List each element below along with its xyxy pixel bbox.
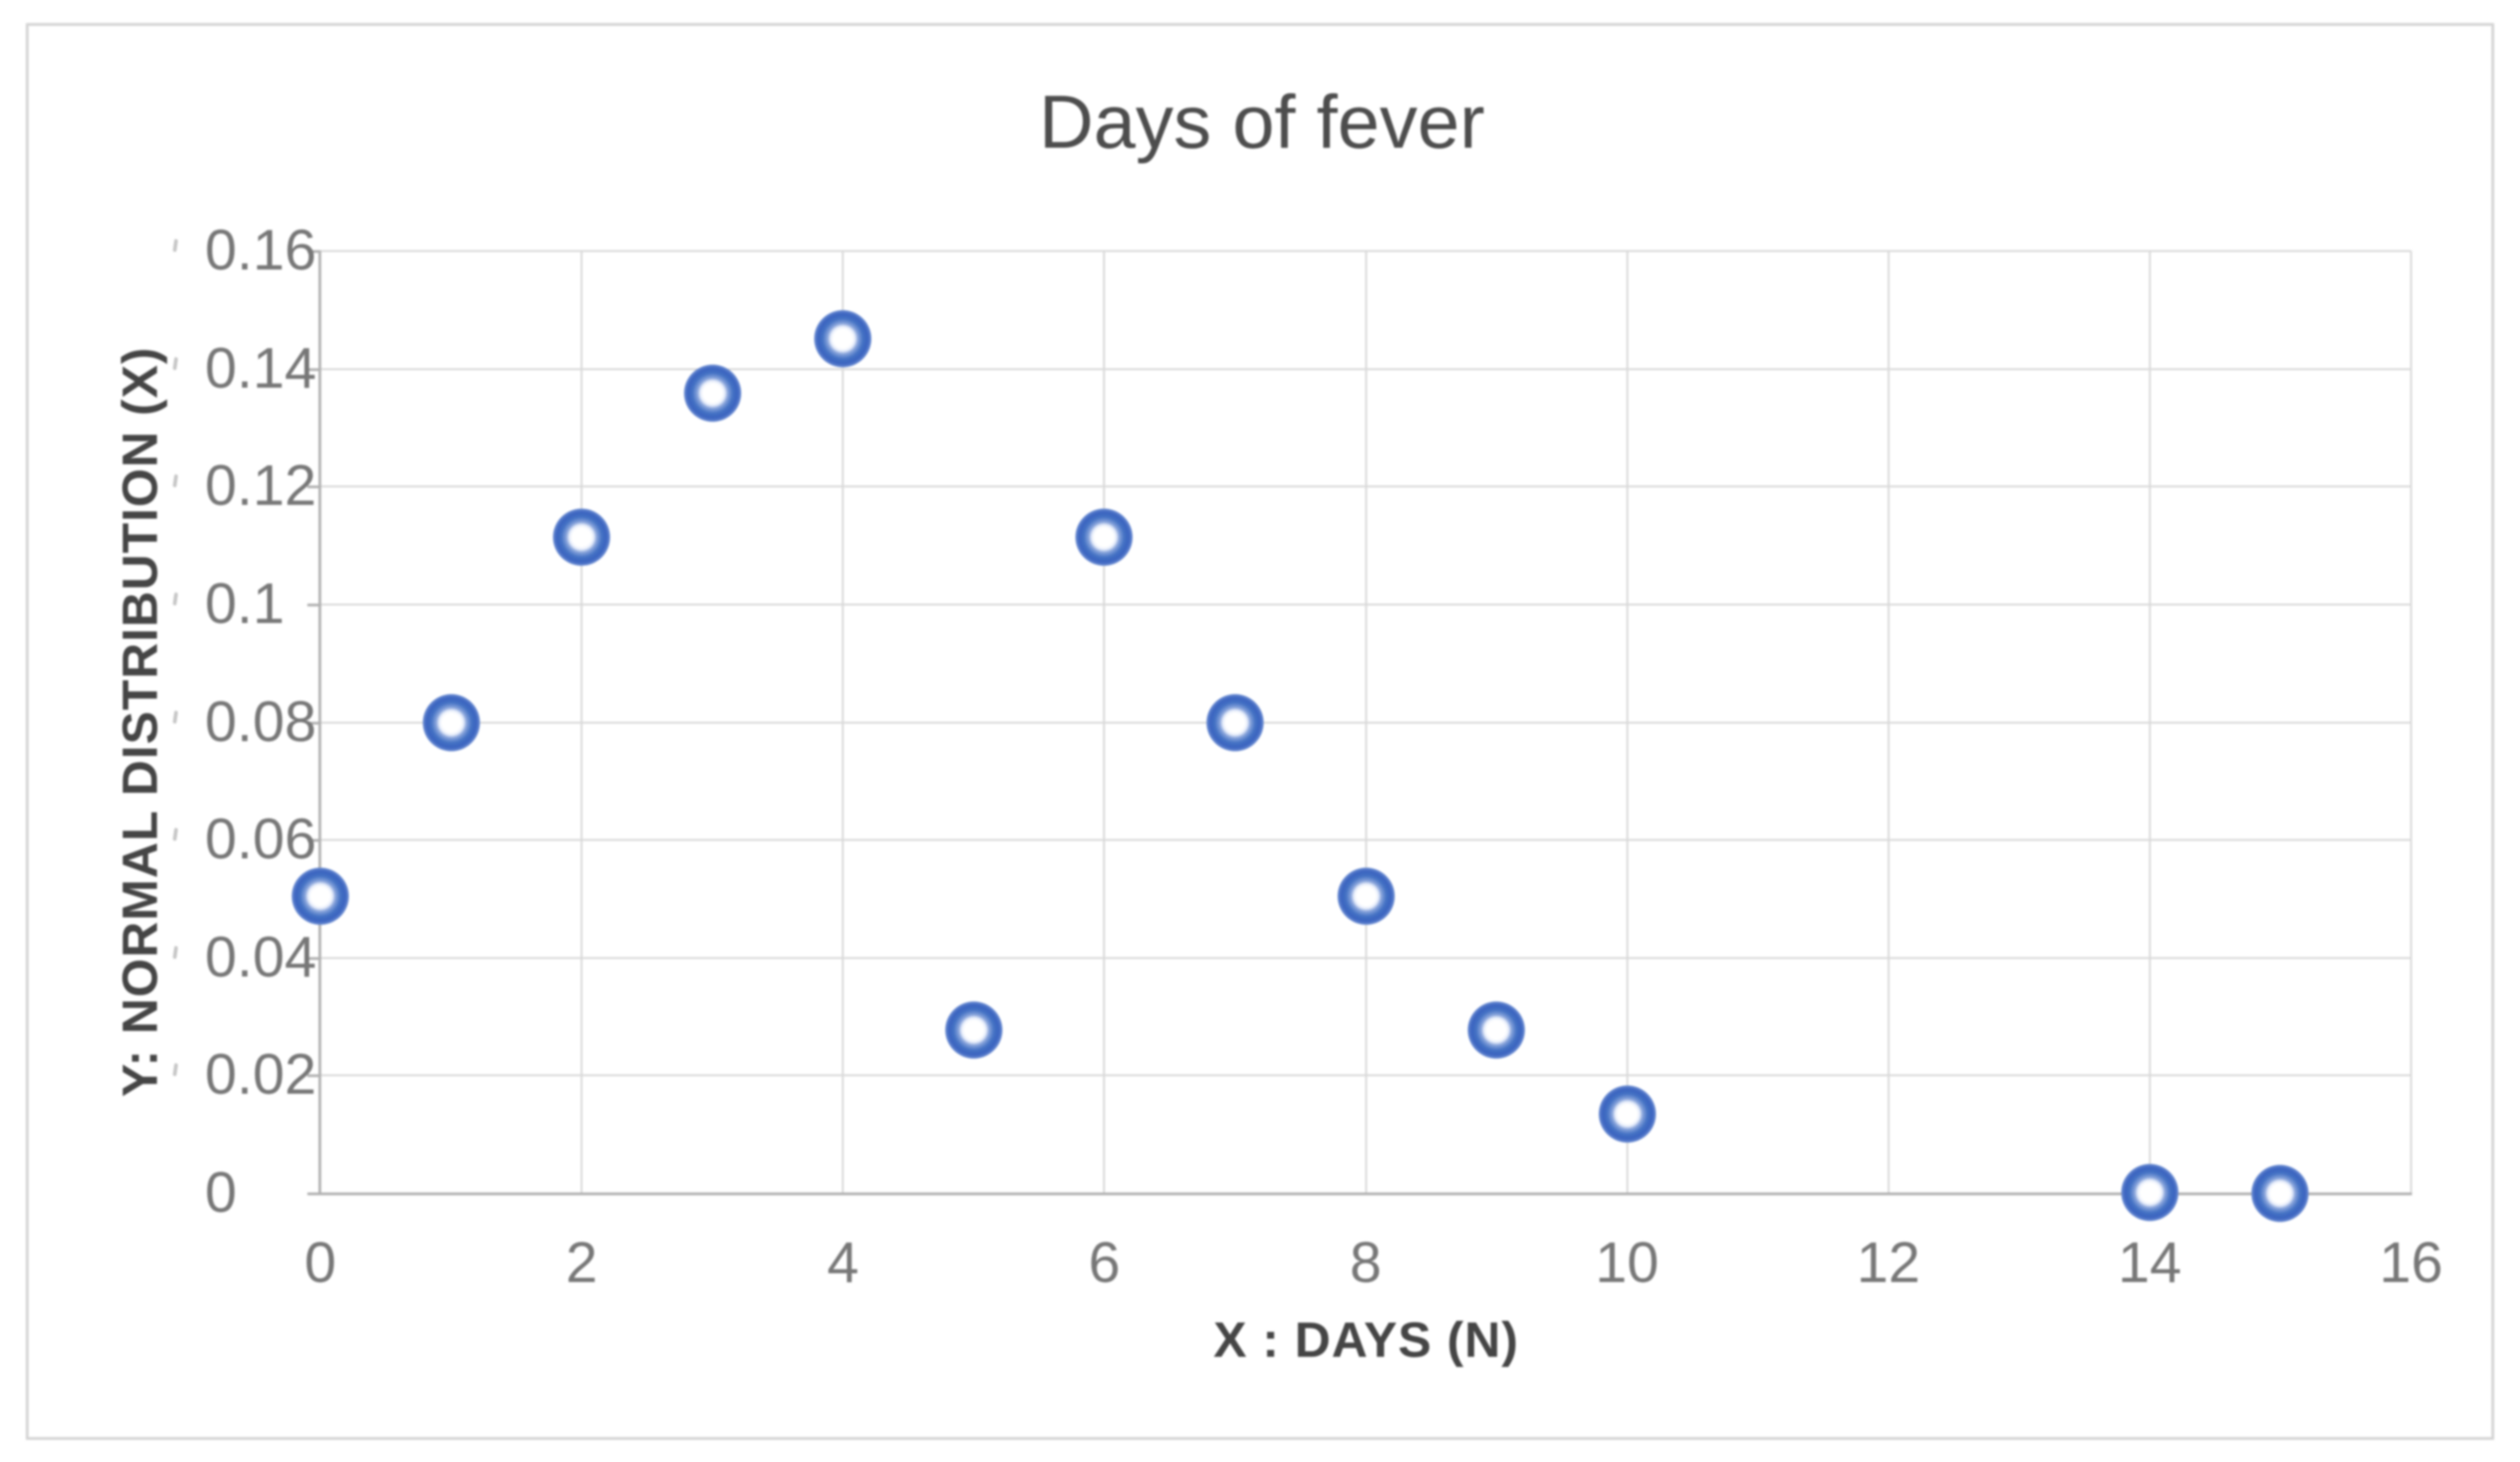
y-tick-label: 0.02 — [205, 1043, 317, 1108]
y-tick-label: 0.14 — [205, 336, 317, 401]
y-axis-tick — [307, 839, 320, 843]
data-point-x5[interactable] — [944, 1001, 1002, 1059]
data-point-x0[interactable] — [292, 868, 349, 926]
data-point-x9[interactable] — [1468, 1001, 1526, 1059]
y-axis-tick — [307, 721, 320, 725]
gridline-vertical — [842, 251, 845, 1193]
y-axis-tick — [307, 250, 320, 253]
y-tick-label: 0.12 — [205, 454, 317, 519]
data-point-x4[interactable] — [814, 310, 872, 368]
x-tick-label: 14 — [2118, 1231, 2182, 1295]
x-tick-label: 6 — [1088, 1231, 1121, 1295]
data-point-x3[interactable] — [683, 365, 741, 423]
chart-title: Days of fever — [1038, 80, 1485, 164]
x-tick-label: 8 — [1350, 1231, 1382, 1295]
x-axis-line — [318, 1192, 2412, 1195]
y-tick-label: 0.1 — [205, 571, 285, 636]
x-axis-title: X : DAYS (N) — [1213, 1312, 1519, 1368]
y-axis-title: Y: NORMAL DISTRIBUTION (X) — [113, 346, 168, 1097]
y-axis-tick — [307, 1074, 320, 1078]
y-axis-tick — [307, 603, 320, 606]
data-point-x2[interactable] — [553, 509, 611, 567]
y-axis-line — [318, 251, 321, 1195]
gridline-vertical — [1103, 251, 1106, 1193]
data-point-x14[interactable] — [2120, 1163, 2178, 1221]
gridline-vertical — [1626, 251, 1628, 1193]
data-point-x1[interactable] — [422, 693, 480, 751]
y-tick-label: 0.16 — [205, 219, 317, 282]
y-axis-tick — [307, 367, 320, 371]
y-axis-tick — [307, 485, 320, 489]
y-tick-label: 0.08 — [205, 689, 317, 754]
x-tick-label: 4 — [827, 1231, 859, 1295]
x-tick-label: 2 — [565, 1231, 598, 1295]
x-tick-label: 0 — [304, 1231, 337, 1295]
gridline-vertical — [1364, 251, 1367, 1193]
gridline-vertical — [1887, 251, 1890, 1193]
data-point-x6[interactable] — [1075, 509, 1134, 567]
data-point-x15[interactable] — [2251, 1164, 2310, 1222]
y-tick-label: 0.06 — [205, 808, 317, 872]
data-point-x7[interactable] — [1206, 693, 1264, 751]
chart-border — [26, 23, 2494, 1440]
gridline-vertical — [2410, 251, 2412, 1193]
x-tick-label: 10 — [1595, 1231, 1660, 1295]
y-axis-tick — [307, 956, 320, 960]
x-tick-label: 16 — [2379, 1231, 2443, 1295]
data-point-x8[interactable] — [1337, 868, 1395, 926]
gridline-vertical — [2148, 251, 2151, 1193]
y-tick-label: 0 — [205, 1161, 237, 1225]
data-point-x10[interactable] — [1598, 1085, 1656, 1144]
y-axis-tick — [307, 1192, 320, 1195]
x-tick-label: 12 — [1856, 1231, 1921, 1295]
gridline-vertical — [581, 251, 583, 1193]
y-tick-label: 0.04 — [205, 925, 317, 989]
